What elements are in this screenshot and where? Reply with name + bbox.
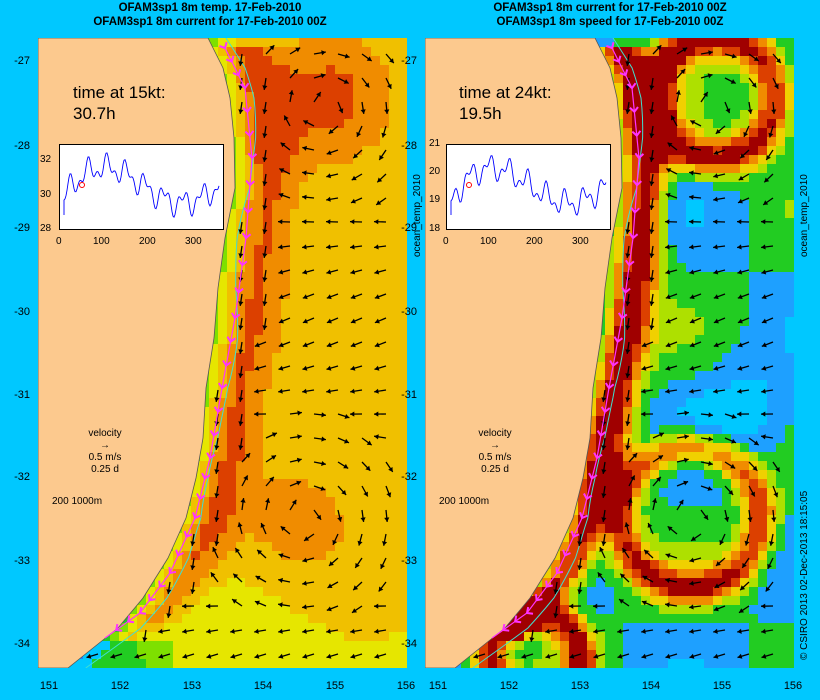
right-title: OFAM3sp1 8m current for 17-Feb-2010 00Z …	[420, 1, 800, 29]
right-time-label: time at 24kt:	[459, 83, 552, 102]
right-velocity-legend: velocity → 0.5 m/s 0.25 d	[460, 428, 530, 476]
lon-tick-r-2: 153	[570, 680, 590, 692]
right-inset-ytick-0: 21	[429, 138, 441, 149]
right-inset-ytick-2: 19	[429, 194, 441, 205]
lat-tick-l-6: -33	[14, 555, 30, 567]
ship-route	[491, 41, 645, 639]
lat-tick-l-5: -32	[14, 471, 30, 483]
current-vectors	[86, 44, 395, 659]
lat-tick-r-1: -28	[401, 140, 417, 152]
lat-tick-r-4: -31	[401, 389, 417, 401]
lon-tick-l-0: 151	[39, 680, 59, 692]
right-inset-svg	[450, 155, 607, 216]
inset-series	[63, 152, 220, 219]
copyright-label: © CSIRO 2013 02-Dec-2013 18:15:05	[799, 490, 810, 660]
left-inset-xtick-0: 0	[56, 236, 62, 247]
lat-tick-l-1: -28	[14, 140, 30, 152]
lat-tick-l-0: -27	[14, 55, 30, 67]
lon-tick-r-3: 154	[641, 680, 661, 692]
right-time-box: time at 24kt: 19.5h	[459, 82, 552, 124]
left-velocity-legend: velocity → 0.5 m/s 0.25 d	[70, 428, 140, 476]
right-velocity-duration: 0.25 d	[481, 464, 509, 475]
right-velocity-label: velocity	[478, 428, 512, 439]
right-title-line1: OFAM3sp1 8m current for 17-Feb-2010 00Z	[493, 2, 727, 14]
right-time-value: 19.5h	[459, 104, 502, 123]
depth-contour	[85, 38, 257, 668]
lat-tick-l-7: -34	[14, 638, 30, 650]
lon-tick-l-5: 156	[396, 680, 416, 692]
left-title-line2: OFAM3sp1 8m current for 17-Feb-2010 00Z	[93, 16, 327, 28]
left-inset-ytick-0: 32	[40, 154, 52, 165]
right-velocity-arrow-icon: →	[490, 440, 500, 451]
lat-tick-l-4: -31	[14, 389, 30, 401]
right-depth-legend: 200 1000m	[439, 496, 490, 507]
lon-tick-r-0: 151	[428, 680, 448, 692]
lon-tick-r-5: 156	[783, 680, 803, 692]
lat-tick-r-7: -34	[401, 638, 417, 650]
left-time-box: time at 15kt: 30.7h	[73, 82, 166, 124]
left-inset-svg	[63, 152, 220, 219]
right-title-line2: OFAM3sp1 8m speed for 17-Feb-2010 00Z	[496, 16, 724, 28]
left-velocity-label: velocity	[88, 428, 122, 439]
left-inset-ytick-1: 30	[40, 189, 52, 200]
right-inset-xtick-2: 200	[526, 236, 543, 247]
left-inset-xtick-3: 300	[185, 236, 202, 247]
left-inset-xtick-2: 200	[139, 236, 156, 247]
lon-tick-l-4: 155	[325, 680, 345, 692]
lon-tick-l-3: 154	[253, 680, 273, 692]
right-inset-ytick-1: 20	[429, 166, 441, 177]
lon-tick-l-2: 153	[182, 680, 202, 692]
right-inset-xtick-1: 100	[480, 236, 497, 247]
left-time-value: 30.7h	[73, 104, 116, 123]
left-map-panel	[38, 38, 407, 668]
ship-route	[104, 41, 258, 639]
current-vectors	[473, 44, 782, 659]
right-map-panel	[425, 38, 794, 668]
left-inset-chart	[59, 144, 224, 230]
inset-series	[450, 155, 607, 216]
right-inset-ytick-3: 18	[429, 223, 441, 234]
left-time-label: time at 15kt:	[73, 83, 166, 102]
right-side-label: ocean_temp_2010	[799, 174, 810, 257]
depth-contour	[472, 38, 644, 668]
lat-tick-r-0: -27	[401, 55, 417, 67]
left-depth-legend: 200 1000m	[52, 496, 103, 507]
right-map-svg	[425, 38, 794, 668]
left-inset-xtick-1: 100	[93, 236, 110, 247]
lat-tick-r-6: -33	[401, 555, 417, 567]
left-side-label: ocean_temp_2010	[412, 174, 423, 257]
left-title: OFAM3sp1 8m temp. 17-Feb-2010 OFAM3sp1 8…	[20, 1, 400, 29]
left-velocity-duration: 0.25 d	[91, 464, 119, 475]
lon-tick-r-1: 152	[499, 680, 519, 692]
lat-tick-r-3: -30	[401, 306, 417, 318]
lat-tick-r-2: -29	[401, 222, 417, 234]
left-title-line1: OFAM3sp1 8m temp. 17-Feb-2010	[118, 2, 302, 14]
lat-tick-r-5: -32	[401, 471, 417, 483]
right-velocity-speed: 0.5 m/s	[478, 452, 512, 463]
inset-marker	[79, 182, 85, 188]
left-map-svg	[38, 38, 407, 668]
left-velocity-arrow-icon: →	[100, 440, 110, 451]
lat-tick-l-2: -29	[14, 222, 30, 234]
left-inset-ytick-2: 28	[40, 223, 52, 234]
field-grid	[65, 38, 407, 668]
inset-marker	[466, 182, 472, 188]
right-inset-xtick-3: 300	[572, 236, 589, 247]
lat-tick-l-3: -30	[14, 306, 30, 318]
right-inset-chart	[446, 144, 611, 230]
right-inset-xtick-0: 0	[443, 236, 449, 247]
lon-tick-r-4: 155	[712, 680, 732, 692]
left-velocity-speed: 0.5 m/s	[88, 452, 122, 463]
lon-tick-l-1: 152	[110, 680, 130, 692]
